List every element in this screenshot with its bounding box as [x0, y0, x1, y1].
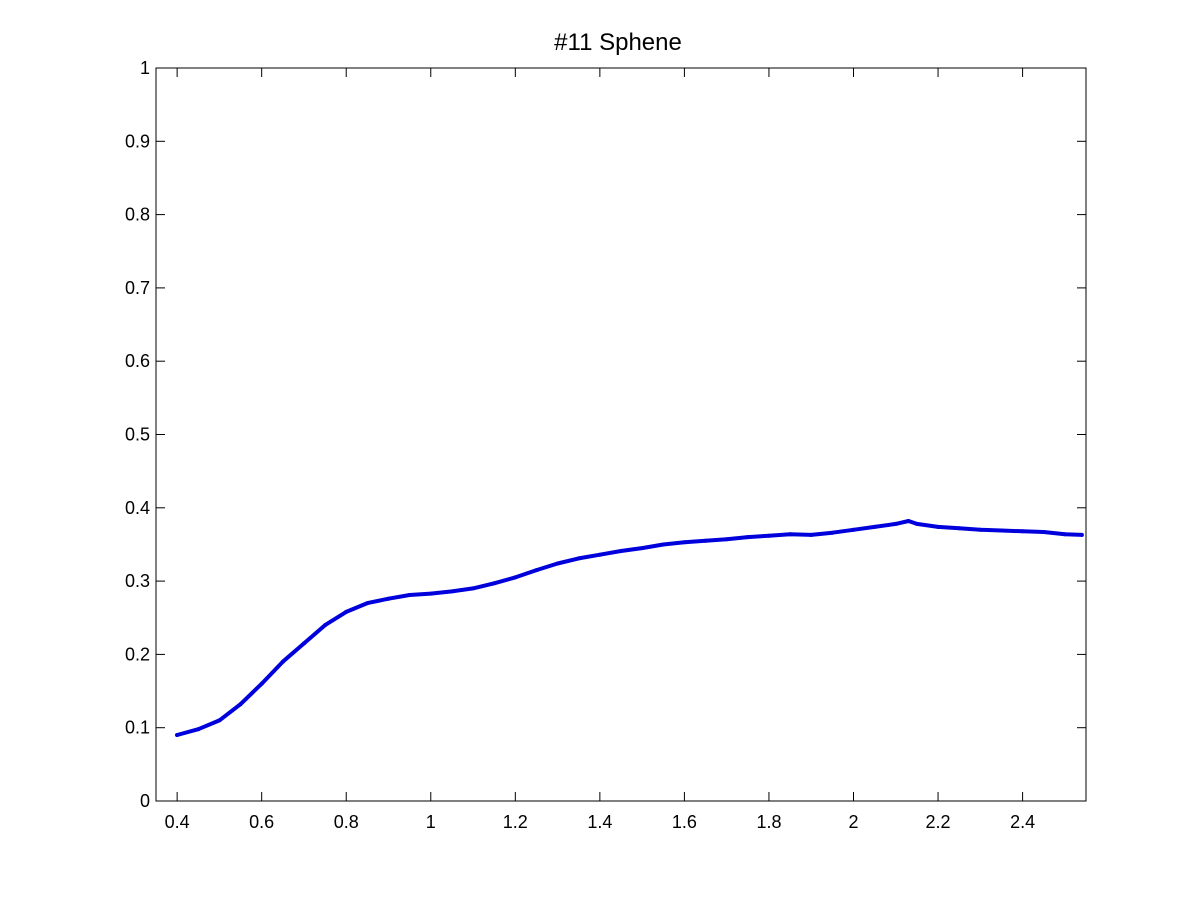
data-point [906, 519, 911, 523]
y-tick-label: 0.2 [125, 644, 150, 664]
data-point [914, 521, 919, 526]
plot-area [155, 67, 1087, 802]
x-tick-label: 2 [848, 812, 858, 832]
data-point [957, 526, 962, 531]
data-point [682, 540, 687, 545]
data-point [1062, 532, 1067, 537]
data-point [555, 561, 560, 566]
data-point [471, 586, 475, 591]
series-layer [175, 519, 1084, 737]
data-point [872, 524, 877, 529]
y-tick-label: 0.8 [125, 205, 150, 225]
data-point [999, 528, 1004, 533]
data-point [428, 591, 433, 596]
y-tick-label: 0.5 [125, 425, 150, 445]
data-point [767, 533, 771, 538]
x-tick-label: 0.6 [249, 812, 274, 832]
data-point [1041, 530, 1046, 534]
data-point [851, 527, 856, 532]
data-point [640, 546, 645, 551]
data-point [238, 702, 243, 707]
data-point [893, 521, 898, 526]
data-point [1079, 532, 1084, 537]
x-tick-label: 0.8 [334, 812, 359, 832]
data-point [386, 596, 391, 601]
data-point [534, 568, 539, 573]
x-tick-label: 1.6 [672, 812, 697, 832]
data-point [703, 538, 708, 543]
chart-title: #11 Sphene [554, 29, 682, 56]
data-point [492, 581, 497, 586]
data-point [978, 527, 983, 532]
data-point [661, 542, 666, 547]
data-point [323, 623, 328, 628]
data-point [724, 537, 729, 542]
data-point [745, 535, 750, 540]
data-point [344, 609, 349, 614]
data-point [936, 524, 940, 529]
y-tick-label: 0.9 [125, 131, 150, 151]
data-point [597, 552, 602, 557]
x-tick-label: 1.2 [503, 812, 528, 832]
data-point [513, 575, 518, 580]
data-point [830, 530, 835, 535]
x-tick-label: 1.8 [756, 812, 781, 832]
data-point [576, 556, 581, 561]
data-point [809, 532, 814, 537]
data-point [302, 641, 306, 646]
x-tick-label: 1.4 [587, 812, 612, 832]
x-tick-label: 2.4 [1010, 812, 1035, 832]
y-tick-label: 0.7 [125, 278, 150, 298]
y-axis: 0 0.1 0.2 0.3 0.4 0.5 0.6 0.7 0.8 0.9 1 [125, 58, 1086, 811]
x-tick-label: 0.4 [165, 812, 190, 832]
data-point [788, 532, 793, 537]
data-point [259, 681, 264, 686]
data-point [365, 601, 370, 606]
y-tick-label: 0 [140, 791, 150, 811]
y-tick-label: 0.3 [125, 571, 150, 591]
data-point [1020, 529, 1025, 534]
y-tick-label: 1 [140, 58, 150, 78]
y-tick-label: 0.6 [125, 351, 150, 371]
data-point [217, 718, 222, 723]
data-point [196, 727, 201, 732]
y-tick-label: 0.1 [125, 718, 150, 738]
data-point [280, 659, 285, 664]
data-point [619, 549, 623, 553]
data-point [175, 733, 180, 737]
data-point [449, 589, 454, 594]
x-axis: 0.4 0.6 0.8 1 1.2 1.4 1.6 1.8 2 2.2 2.4 [165, 68, 1035, 832]
x-tick-label: 2.2 [926, 812, 951, 832]
x-tick-label: 1 [426, 812, 436, 832]
data-point [407, 593, 412, 597]
y-tick-label: 0.4 [125, 498, 150, 518]
